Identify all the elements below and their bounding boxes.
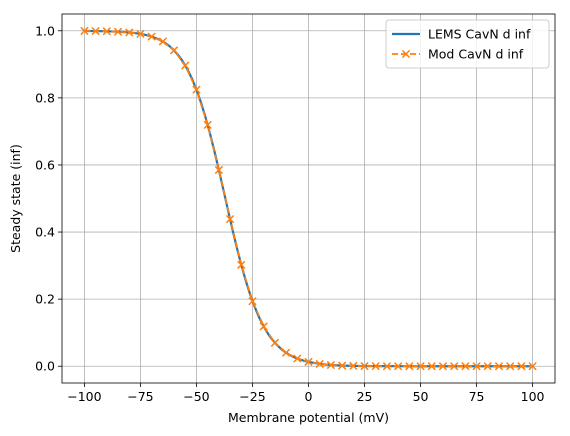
series-marker-mod: [304, 357, 313, 366]
legend-marker-mod: [401, 49, 411, 59]
series-marker-mod: [517, 362, 526, 371]
y-tick-label: 0.0: [35, 359, 55, 374]
x-tick-label: −25: [239, 389, 265, 404]
series-marker-mod: [181, 61, 190, 70]
y-tick-label: 0.8: [35, 90, 55, 105]
series-marker-mod: [192, 85, 201, 94]
y-tick-label: 0.2: [35, 292, 55, 307]
series-marker-mod: [203, 120, 212, 130]
series-marker-mod: [169, 46, 179, 55]
plot-series: [80, 26, 537, 371]
x-tick-label: 0: [305, 389, 313, 404]
series-marker-mod: [528, 362, 537, 371]
series-marker-mod: [483, 362, 492, 371]
series-marker-mod: [461, 362, 470, 371]
series-marker-mod: [259, 322, 268, 331]
series-marker-mod: [91, 26, 100, 36]
axis-ticks: −100 −75 −50 −25 0 25 50 75 100 0.0 0.2 0.4 0.6 0.8 1.…: [35, 23, 544, 404]
series-marker-mod: [382, 362, 392, 371]
x-tick-label: −75: [127, 389, 153, 404]
series-marker-mod: [147, 32, 156, 41]
x-axis-label: Membrane potential (mV): [228, 410, 389, 425]
series-marker-mod: [416, 362, 425, 371]
grid: [62, 14, 555, 383]
series-marker-mod: [125, 28, 134, 37]
series-marker-mod: [494, 362, 504, 371]
series-marker-mod: [315, 359, 324, 369]
series-marker-mod: [450, 362, 459, 371]
series-marker-mod: [80, 26, 89, 36]
series-marker-mod: [360, 361, 369, 371]
x-tick-label: −50: [183, 389, 209, 404]
x-tick-label: 25: [357, 389, 373, 404]
legend-x-marker: [401, 49, 411, 59]
series-marker-mod: [113, 27, 123, 36]
legend-label-lems: LEMS CavN d inf: [428, 27, 531, 42]
series-marker-mod: [506, 362, 515, 371]
series-marker-mod: [326, 360, 336, 370]
series-marker-mod: [281, 348, 291, 357]
y-tick-label: 1.0: [35, 23, 55, 38]
x-tick-label: 50: [413, 389, 429, 404]
series-marker-mod: [394, 362, 403, 371]
series-marker-mod: [293, 354, 302, 363]
y-axis-label: Steady state (inf): [8, 144, 23, 253]
y-tick-label: 0.4: [35, 225, 55, 240]
x-tick-label: −100: [67, 389, 101, 404]
x-tick-label: 100: [521, 389, 545, 404]
x-tick-label: 75: [469, 389, 485, 404]
y-tick-label: 0.6: [35, 157, 55, 172]
series-marker-mod: [136, 29, 145, 39]
series-marker-mod: [214, 165, 223, 175]
series-marker-mod: [472, 362, 481, 371]
series-marker-mod: [349, 361, 358, 371]
series-marker-mod: [248, 297, 257, 306]
series-marker-mod: [237, 260, 246, 269]
series-marker-mod: [158, 37, 167, 46]
series-marker-mod: [427, 362, 436, 371]
legend-box: [385, 19, 550, 69]
series-marker-mod: [270, 338, 280, 347]
legend: LEMS CavN d inf Mod CavN d inf: [385, 19, 550, 69]
series-marker-mod: [438, 362, 448, 371]
series-marker-mod: [405, 362, 414, 371]
legend-label-mod: Mod CavN d inf: [428, 47, 524, 62]
series-marker-mod: [337, 361, 347, 370]
series-marker-mod: [102, 27, 111, 36]
series-marker-mod: [371, 361, 380, 371]
series-marker-mod: [225, 214, 235, 224]
